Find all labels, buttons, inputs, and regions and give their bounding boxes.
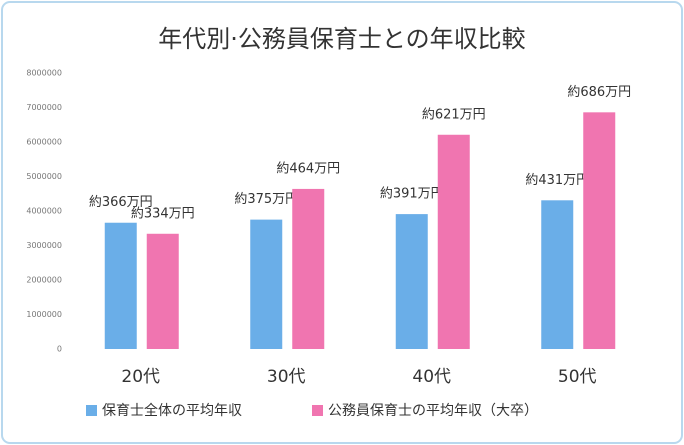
x-tick-label: 30代 — [267, 367, 306, 387]
value-label: 約431万円 — [525, 173, 589, 188]
bar — [146, 233, 179, 349]
x-tick-label: 40代 — [412, 367, 451, 387]
legend-label: 公務員保育士の平均年収（大卒） — [328, 403, 538, 419]
legend-swatch — [86, 405, 97, 416]
bar — [395, 214, 428, 349]
bar — [292, 188, 325, 349]
y-tick-label: 1000000 — [26, 310, 62, 319]
y-tick-label: 0 — [57, 345, 62, 354]
legend-swatch — [312, 405, 323, 416]
value-label: 約366万円 — [89, 195, 153, 210]
bar — [541, 200, 574, 349]
value-label: 約391万円 — [380, 187, 444, 202]
bar — [250, 219, 283, 349]
y-tick-label: 6000000 — [26, 138, 62, 147]
x-tick-label: 50代 — [558, 367, 597, 387]
bar — [104, 222, 137, 349]
y-tick-label: 8000000 — [26, 69, 62, 78]
y-tick-label: 7000000 — [26, 103, 62, 112]
value-label: 約334万円 — [131, 206, 195, 221]
y-tick-label: 2000000 — [26, 276, 62, 285]
y-tick-label: 5000000 — [26, 172, 62, 181]
x-tick-label: 20代 — [121, 367, 160, 387]
value-label: 約464万円 — [276, 161, 340, 176]
chart-title: 年代別·公務員保育士との年収比較 — [158, 25, 525, 53]
legend-label: 保育士全体の平均年収 — [102, 402, 242, 419]
value-label: 約375万円 — [234, 192, 298, 207]
bar — [437, 134, 470, 349]
value-label: 約621万円 — [422, 107, 486, 122]
y-tick-label: 3000000 — [26, 241, 62, 250]
y-tick-label: 4000000 — [26, 207, 62, 216]
bar — [583, 112, 616, 349]
value-label: 約686万円 — [567, 85, 631, 100]
